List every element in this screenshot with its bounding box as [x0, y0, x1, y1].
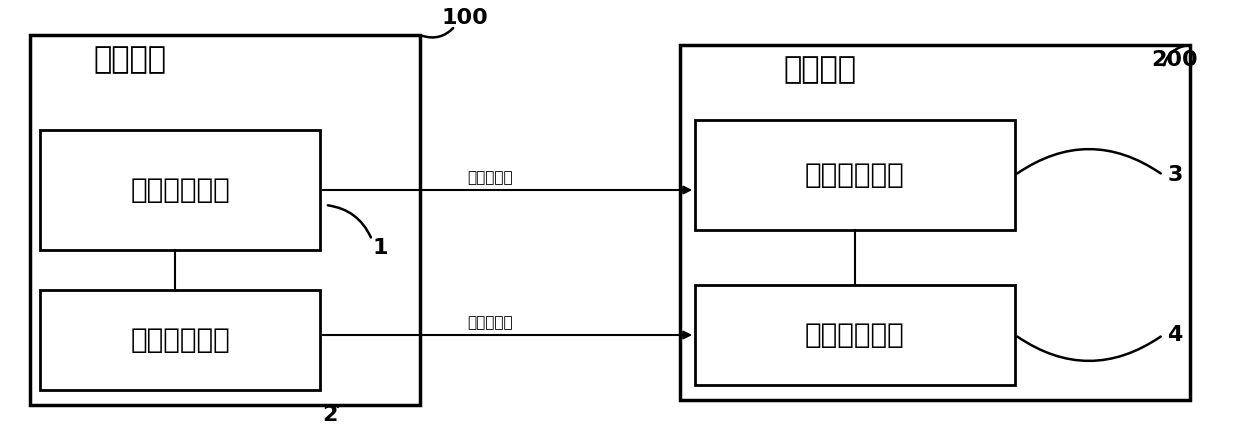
Bar	[695, 120, 1015, 230]
Text: 200: 200	[1152, 50, 1198, 70]
Bar	[40, 130, 320, 250]
Bar	[30, 35, 420, 405]
Bar	[680, 45, 1189, 400]
Text: 第一控制端: 第一控制端	[467, 316, 513, 331]
Text: 3: 3	[1167, 165, 1183, 185]
Text: 驱动电路: 驱动电路	[783, 56, 856, 85]
Text: 1: 1	[372, 238, 388, 258]
Text: 逻辑延时电路: 逻辑延时电路	[130, 176, 230, 204]
Text: 第二控制模块: 第二控制模块	[805, 161, 904, 189]
Text: 钳位控制电路: 钳位控制电路	[130, 326, 230, 354]
Text: 100: 100	[441, 8, 488, 28]
Text: 第二控制端: 第二控制端	[467, 171, 513, 185]
Text: 控制电路: 控制电路	[93, 46, 166, 75]
Text: 2: 2	[322, 405, 338, 425]
Bar	[40, 290, 320, 390]
Bar	[695, 285, 1015, 385]
Text: 4: 4	[1167, 325, 1183, 345]
Text: 第一控制模块: 第一控制模块	[805, 321, 904, 349]
